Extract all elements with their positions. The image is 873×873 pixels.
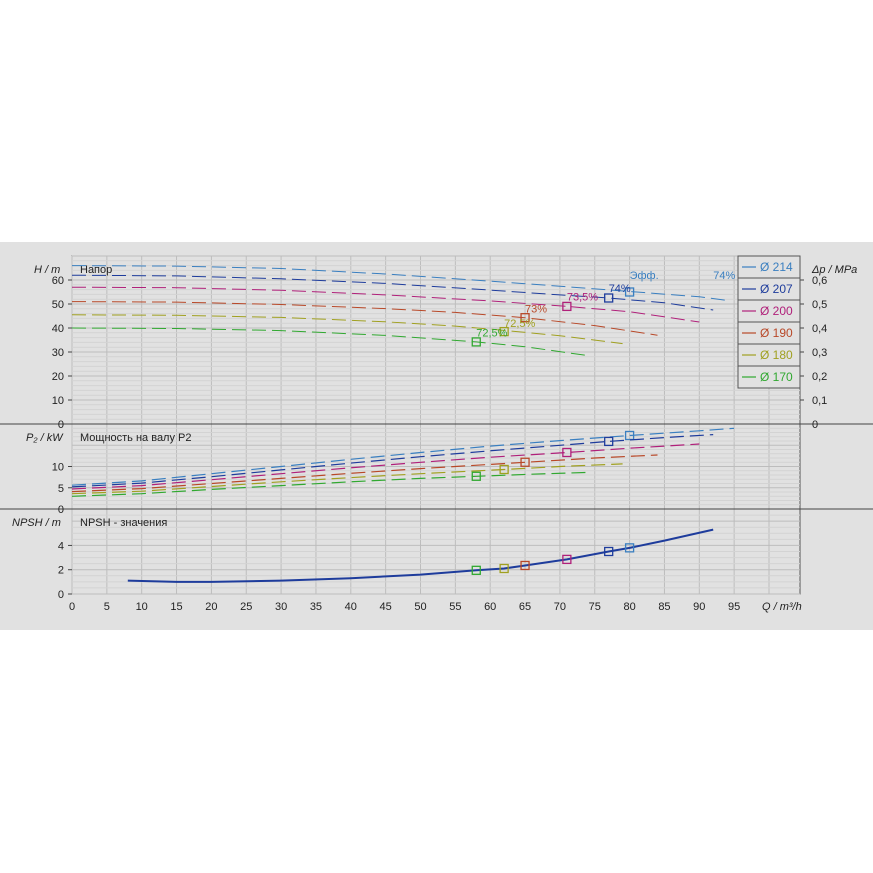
legend-label: Ø 200	[760, 304, 793, 318]
legend-label: Ø 170	[760, 370, 793, 384]
x-tick-label: 90	[693, 601, 705, 613]
x-axis-label: Q / m³/h	[762, 601, 802, 613]
y2-axis-label: Δp / MPa	[811, 264, 857, 276]
x-tick-label: 10	[136, 601, 148, 613]
legend-label: Ø 190	[760, 326, 793, 340]
x-tick-label: 80	[623, 601, 635, 613]
y-axis-label: NPSH / m	[12, 517, 61, 529]
bep-marker	[471, 337, 481, 347]
bep-marker	[499, 464, 509, 475]
y-axis-label: P₂ / kW	[26, 432, 64, 444]
panel-title: Напор	[80, 264, 112, 276]
head-curve	[71, 286, 700, 323]
bep-marker	[499, 326, 509, 337]
x-tick-label: 25	[240, 601, 252, 613]
x-tick-label: 15	[170, 601, 182, 613]
bep-marker	[604, 436, 614, 447]
x-tick-label: 65	[519, 601, 531, 613]
bep-marker	[520, 313, 530, 323]
power-curve	[71, 463, 623, 495]
y2-tick-label: 0,6	[812, 275, 827, 287]
bep-marker	[562, 301, 572, 312]
y2-tick-label: 0,4	[812, 323, 827, 335]
head-curve	[71, 314, 623, 345]
efficiency-label: 73%	[525, 303, 547, 315]
x-tick-label: 40	[345, 601, 357, 613]
x-tick-label: 20	[205, 601, 217, 613]
legend-label: Ø 207	[760, 282, 793, 296]
head-curve	[71, 301, 658, 336]
y-tick-label: 0	[58, 419, 64, 431]
x-tick-label: 35	[310, 601, 322, 613]
bep-marker	[520, 457, 530, 467]
bep-marker	[471, 565, 481, 575]
panel-title: Мощность на валу P2	[80, 432, 192, 444]
x-tick-label: 55	[449, 601, 461, 613]
bep-marker	[624, 430, 635, 441]
y2-tick-label: 0,3	[812, 347, 827, 359]
efficiency-label: 72,5%	[504, 318, 535, 330]
power-curve	[71, 427, 735, 486]
y-tick-label: 2	[58, 565, 64, 577]
bep-marker	[471, 471, 481, 481]
x-tick-label: 70	[554, 601, 566, 613]
power-curve	[71, 454, 658, 493]
y2-tick-label: 0,2	[812, 371, 827, 383]
y2-tick-label: 0,5	[812, 299, 827, 311]
head-curve	[71, 265, 728, 301]
power-curve	[71, 471, 588, 497]
y-tick-label: 50	[52, 299, 64, 311]
plot-area	[71, 255, 801, 595]
pump-curve-svg: 0102030405060051002400,10,20,30,40,50,60…	[0, 255, 873, 613]
y-tick-label: 40	[52, 323, 64, 335]
bep-marker	[604, 546, 614, 557]
bep-marker	[624, 543, 635, 553]
y-axis-label: H / m	[34, 264, 60, 276]
x-tick-label: 60	[484, 601, 496, 613]
efficiency-label: 74%	[609, 283, 631, 295]
y2-tick-label: 0	[812, 419, 818, 431]
y-tick-label: 4	[58, 540, 64, 552]
power-curve	[71, 434, 714, 488]
efficiency-label: Эфф.	[630, 270, 659, 282]
x-tick-label: 45	[380, 601, 392, 613]
legend-label: Ø 180	[760, 348, 793, 362]
bep-marker	[520, 560, 530, 571]
y-tick-label: 10	[52, 395, 64, 407]
x-tick-label: 5	[104, 601, 110, 613]
power-curve	[71, 443, 700, 490]
y-tick-label: 0	[58, 504, 64, 516]
x-tick-label: 50	[414, 601, 426, 613]
panel-title: NPSH - значения	[80, 517, 167, 529]
pump-curve-chart: 0 10 20 30 40 50 60 0 5 10 0 2 4 0 0,1 0,2 0,3 0,4 0,5 0,6 0…	[0, 242, 873, 630]
bep-marker	[604, 293, 614, 303]
y-tick-label: 20	[52, 371, 64, 383]
x-tick-label: 30	[275, 601, 287, 613]
bep-marker	[624, 287, 635, 297]
bep-marker	[562, 447, 572, 458]
x-tick-label: 85	[658, 601, 670, 613]
x-tick-label: 0	[69, 601, 75, 613]
y-tick-label: 10	[52, 462, 64, 474]
y2-tick-label: 0,1	[812, 395, 827, 407]
efficiency-label: 73,5%	[567, 291, 598, 303]
y-tick-label: 30	[52, 347, 64, 359]
efficiency-label: 72,5%	[476, 327, 507, 339]
x-tick-label: 75	[589, 601, 601, 613]
y-tick-label: 60	[52, 275, 64, 287]
bep-marker	[499, 563, 509, 574]
y-tick-label: 5	[58, 483, 64, 495]
x-tick-label: 95	[728, 601, 740, 613]
efficiency-label: 74%	[713, 270, 735, 282]
bep-marker	[562, 554, 572, 565]
y-tick-label: 0	[58, 589, 64, 601]
legend-label: Ø 214	[760, 260, 793, 274]
head-curve	[71, 327, 588, 357]
